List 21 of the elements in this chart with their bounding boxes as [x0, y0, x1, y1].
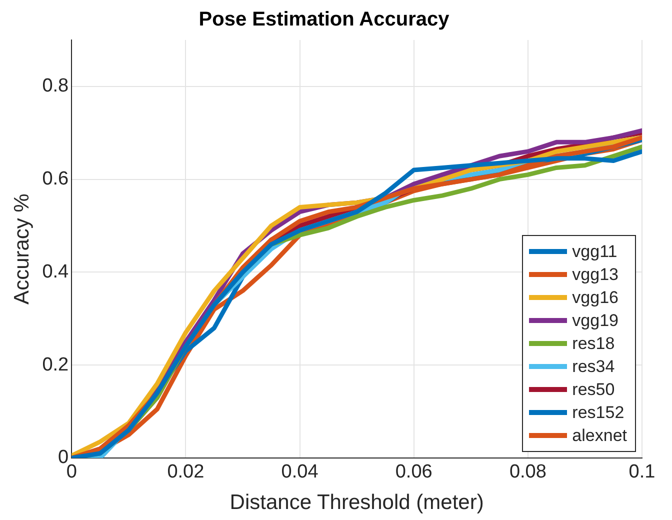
x-tick-label: 0.06	[395, 462, 432, 483]
legend-label: vgg13	[572, 264, 618, 284]
legend-label: res18	[572, 334, 615, 354]
x-tick-label: 0.1	[628, 462, 656, 483]
legend-label: vgg16	[572, 288, 618, 308]
chart-title: Pose Estimation Accuracy	[198, 8, 450, 31]
y-tick-label: 0.6	[42, 168, 69, 190]
y-axis-title: Accuracy %	[10, 194, 34, 304]
y-tick-label: 0.4	[42, 261, 70, 282]
legend-label: vgg19	[572, 310, 618, 330]
legend-label: res50	[572, 380, 615, 400]
y-tick-label: 0.8	[42, 76, 69, 97]
x-tick-label: 0.02	[167, 462, 204, 483]
x-tick-label: 0.04	[281, 462, 319, 483]
x-tick-label: 0.08	[509, 462, 546, 483]
legend-label: vgg11	[572, 242, 618, 262]
legend-label: alexnet	[572, 426, 627, 446]
legend-label: res34	[572, 356, 615, 376]
x-axis-title: Distance Threshold (meter)	[230, 491, 484, 514]
y-tick-label: 0.2	[42, 354, 69, 376]
legend-label: res152	[572, 402, 624, 422]
